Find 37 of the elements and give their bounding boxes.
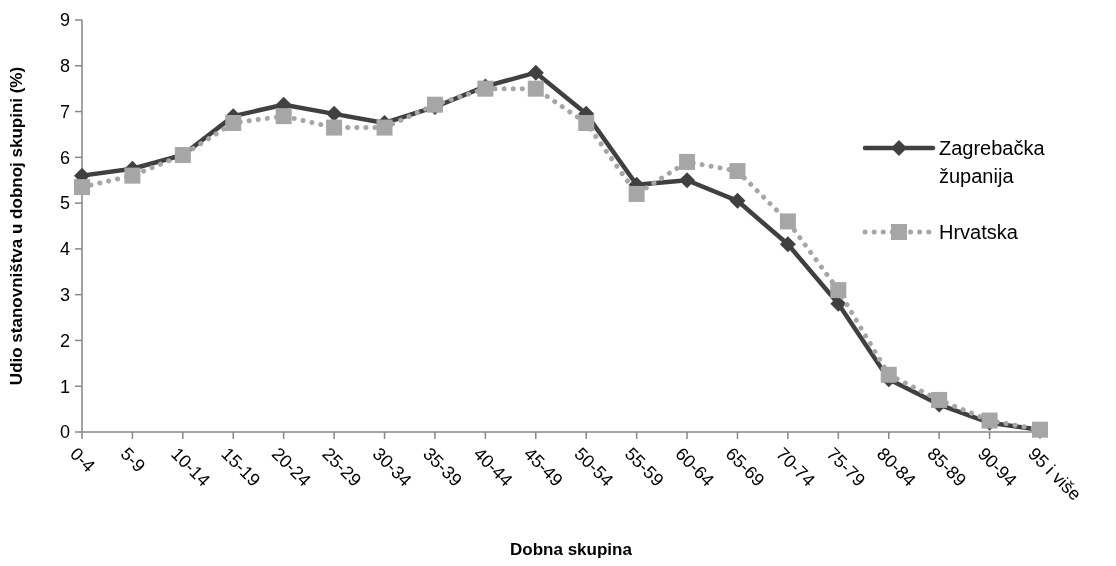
point — [830, 282, 847, 299]
point — [779, 236, 796, 253]
point — [931, 391, 948, 408]
y-tick-label: 4 — [59, 239, 70, 260]
point — [679, 172, 696, 189]
point — [628, 185, 645, 202]
point — [326, 105, 343, 122]
point — [74, 179, 90, 196]
y-tick-label: 2 — [59, 330, 70, 351]
y-axis-title: Udio stanovništva u dobnoj skupini (%) — [7, 66, 26, 386]
y-tick-label: 0 — [59, 422, 70, 443]
point — [124, 167, 141, 184]
point — [326, 119, 343, 136]
x-tick-label: 0-4 — [66, 443, 99, 477]
x-tick-label: 95 i više — [1024, 443, 1086, 505]
point — [729, 163, 746, 180]
point — [527, 80, 544, 97]
point — [275, 108, 292, 125]
y-tick-label: 1 — [59, 376, 70, 397]
point — [880, 366, 897, 383]
point — [376, 119, 393, 136]
y-tick-label: 8 — [59, 56, 70, 77]
point — [527, 64, 544, 81]
legend-label: Zagrebačka županija — [939, 137, 1046, 187]
x-axis-title: Dobna skupina — [510, 540, 633, 559]
y-tick-label: 6 — [59, 147, 70, 168]
x-tick-label: 5-9 — [116, 443, 150, 477]
y-tick-label: 9 — [59, 10, 70, 31]
point — [578, 115, 595, 131]
point — [729, 192, 746, 209]
y-tick-label: 7 — [59, 101, 70, 122]
y-tick-label: 3 — [59, 284, 70, 305]
y-tick-label: 5 — [59, 193, 70, 214]
point — [679, 153, 696, 170]
legend-label: Hrvatska — [939, 221, 1019, 243]
point — [779, 213, 796, 230]
point — [225, 115, 242, 131]
